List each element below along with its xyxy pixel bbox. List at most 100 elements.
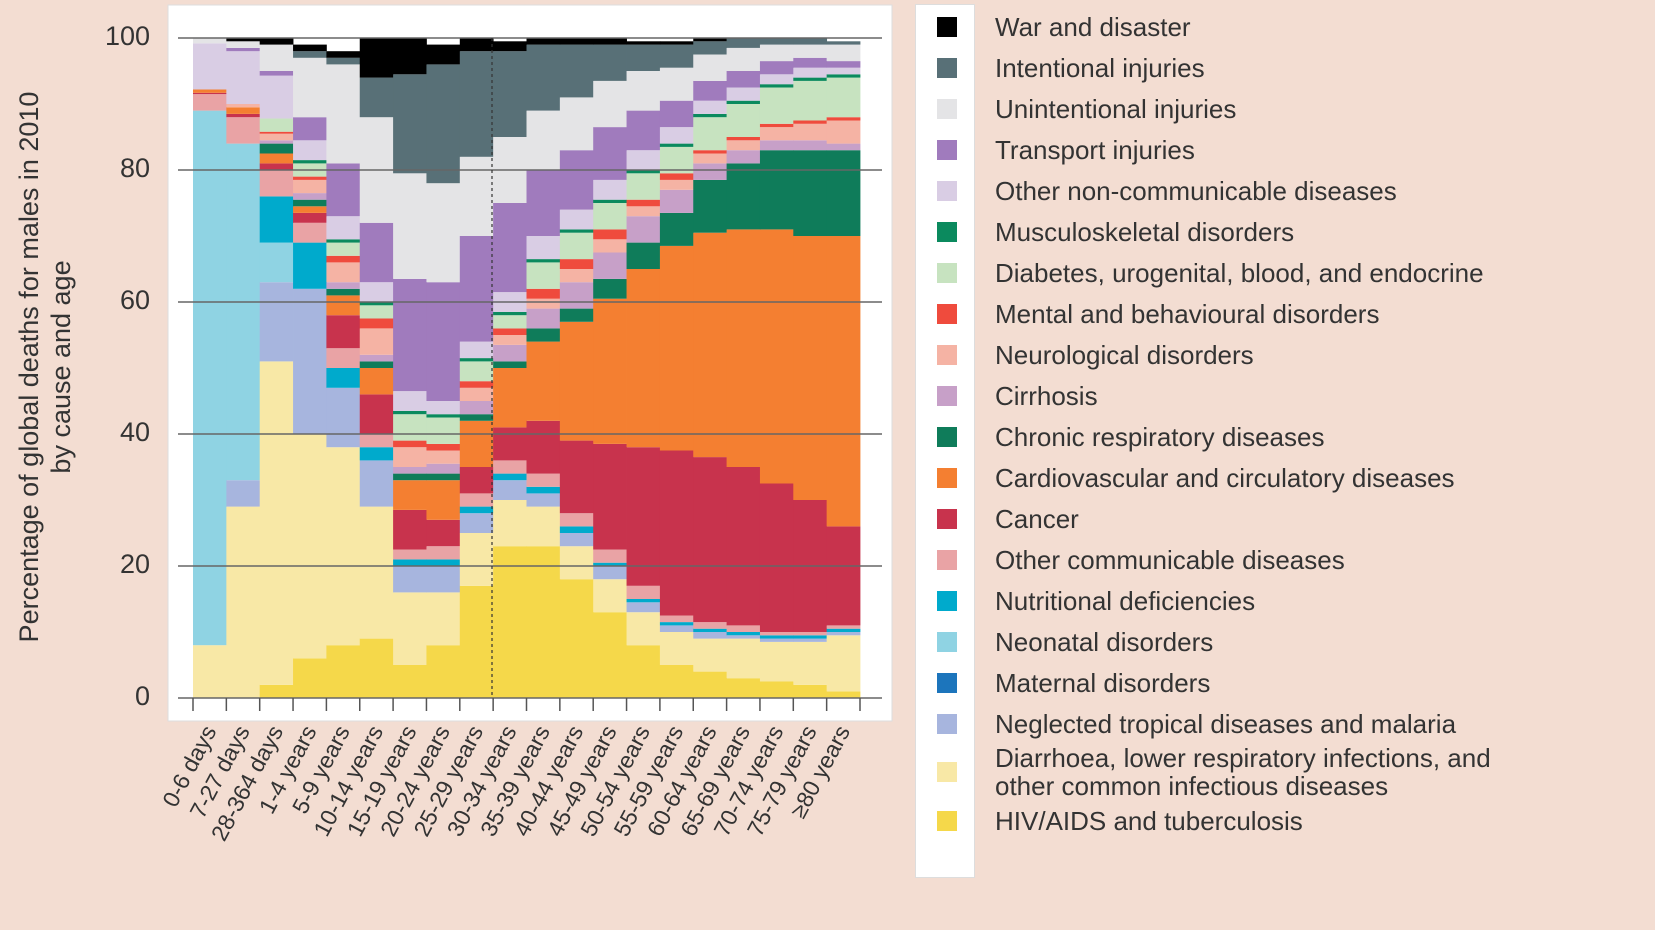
bar-segment <box>259 133 294 141</box>
bar-segment <box>793 77 828 81</box>
bar-segment <box>726 137 761 141</box>
bar-segment <box>726 71 761 88</box>
legend-label: Unintentional injuries <box>995 93 1237 124</box>
bar-segment <box>793 684 828 698</box>
bar-segment <box>526 341 561 421</box>
bar-segment <box>426 450 461 464</box>
bar-segment <box>826 526 861 626</box>
bar-segment <box>593 566 627 580</box>
bar-segment <box>359 318 394 329</box>
legend-label: Neglected tropical diseases and malaria <box>995 708 1457 739</box>
bar-segment <box>426 417 461 444</box>
bar-segment <box>559 321 594 441</box>
bar-segment <box>426 443 461 451</box>
legend-label: HIV/AIDS and tuberculosis <box>995 805 1303 836</box>
bar-segment <box>493 427 527 461</box>
bar-segment <box>493 51 527 138</box>
bar-segment <box>259 75 294 119</box>
y-tick-label: 60 <box>120 285 150 315</box>
bar-segment <box>359 638 394 698</box>
bar-segment <box>326 288 361 296</box>
legend-swatch <box>937 180 957 201</box>
bar-segment <box>693 671 727 698</box>
legend-item: Musculoskeletal disorders <box>915 211 1655 252</box>
bar-segment <box>226 51 261 104</box>
bar-segment <box>459 51 494 157</box>
bar-segment <box>293 206 327 213</box>
bar-segment <box>726 38 761 48</box>
legend-item: Nutritional deficiencies <box>915 580 1655 621</box>
bar-segment <box>826 67 861 75</box>
bar-segment <box>293 222 327 243</box>
bar-segment <box>259 170 294 197</box>
bar-segment <box>259 163 294 170</box>
bar-segment <box>626 199 661 207</box>
bar-segment <box>459 506 494 514</box>
grid <box>178 37 882 699</box>
bar-segment <box>326 57 361 65</box>
bar-segment <box>526 259 561 263</box>
bar-segment <box>593 203 627 230</box>
bar-segment <box>393 592 427 665</box>
bar-segment <box>393 566 427 593</box>
legend-swatch <box>937 549 957 570</box>
bar-segment <box>826 691 861 698</box>
bar-segment <box>559 44 594 98</box>
bar-segment <box>393 473 427 481</box>
legend-swatch <box>937 98 957 119</box>
bar-segment <box>526 308 561 329</box>
bar-segment <box>793 80 828 121</box>
bar-segment <box>393 414 427 441</box>
bar-segment <box>426 566 461 593</box>
bar-segment <box>593 38 627 45</box>
bar-segment <box>326 295 361 316</box>
legend-label: Neonatal disorders <box>995 626 1214 657</box>
bar-segment <box>359 368 394 395</box>
bar-segment <box>526 493 561 507</box>
bar-segment <box>793 638 828 642</box>
bar-segment <box>293 434 327 659</box>
bar-segment <box>259 361 294 685</box>
bar-segment <box>459 381 494 388</box>
bar-segment <box>659 173 694 180</box>
bar-segment <box>359 302 394 306</box>
bar-segment <box>393 559 427 566</box>
bar-segment <box>526 328 561 342</box>
bar-segment <box>626 206 661 217</box>
bar-segment <box>593 229 627 240</box>
bar-segment <box>393 391 427 411</box>
bar-segment <box>593 239 627 253</box>
bar-segment <box>193 43 227 90</box>
bar-segment <box>693 632 727 639</box>
bar-segment <box>259 140 294 144</box>
y-axis-label: Percentage of global deaths for males in… <box>14 92 44 643</box>
y-tick-label: 100 <box>105 21 150 51</box>
y-tick-label: 80 <box>120 153 150 183</box>
legend-swatch <box>937 508 957 529</box>
legend-label: Musculoskeletal disorders <box>995 216 1295 247</box>
bar-segment <box>359 38 394 78</box>
bar-segment <box>393 440 427 448</box>
bar-segment <box>393 410 427 415</box>
bar-segment <box>226 506 261 698</box>
bar-segment <box>693 113 727 118</box>
legend-item: Diabetes, urogenital, blood, and endocri… <box>915 252 1655 293</box>
bar-segment <box>559 546 594 580</box>
bar-segment <box>226 38 261 42</box>
bar-segment <box>459 420 494 467</box>
bar-segment <box>259 143 294 154</box>
bar-segment <box>459 38 494 52</box>
bar-segment <box>426 645 461 698</box>
bar-segment <box>793 150 828 236</box>
bar-segment <box>326 242 361 256</box>
bar-segment <box>326 255 361 263</box>
legend-item: Chronic respiratory diseases <box>915 416 1655 457</box>
bar-segment <box>459 585 494 698</box>
bar-segment <box>726 632 761 636</box>
bar-segment <box>226 104 261 108</box>
bar-segment <box>493 311 527 316</box>
bar-segment <box>659 179 694 190</box>
legend-swatch <box>937 57 957 78</box>
bar-segment <box>659 245 694 451</box>
legend-swatch <box>937 762 957 782</box>
